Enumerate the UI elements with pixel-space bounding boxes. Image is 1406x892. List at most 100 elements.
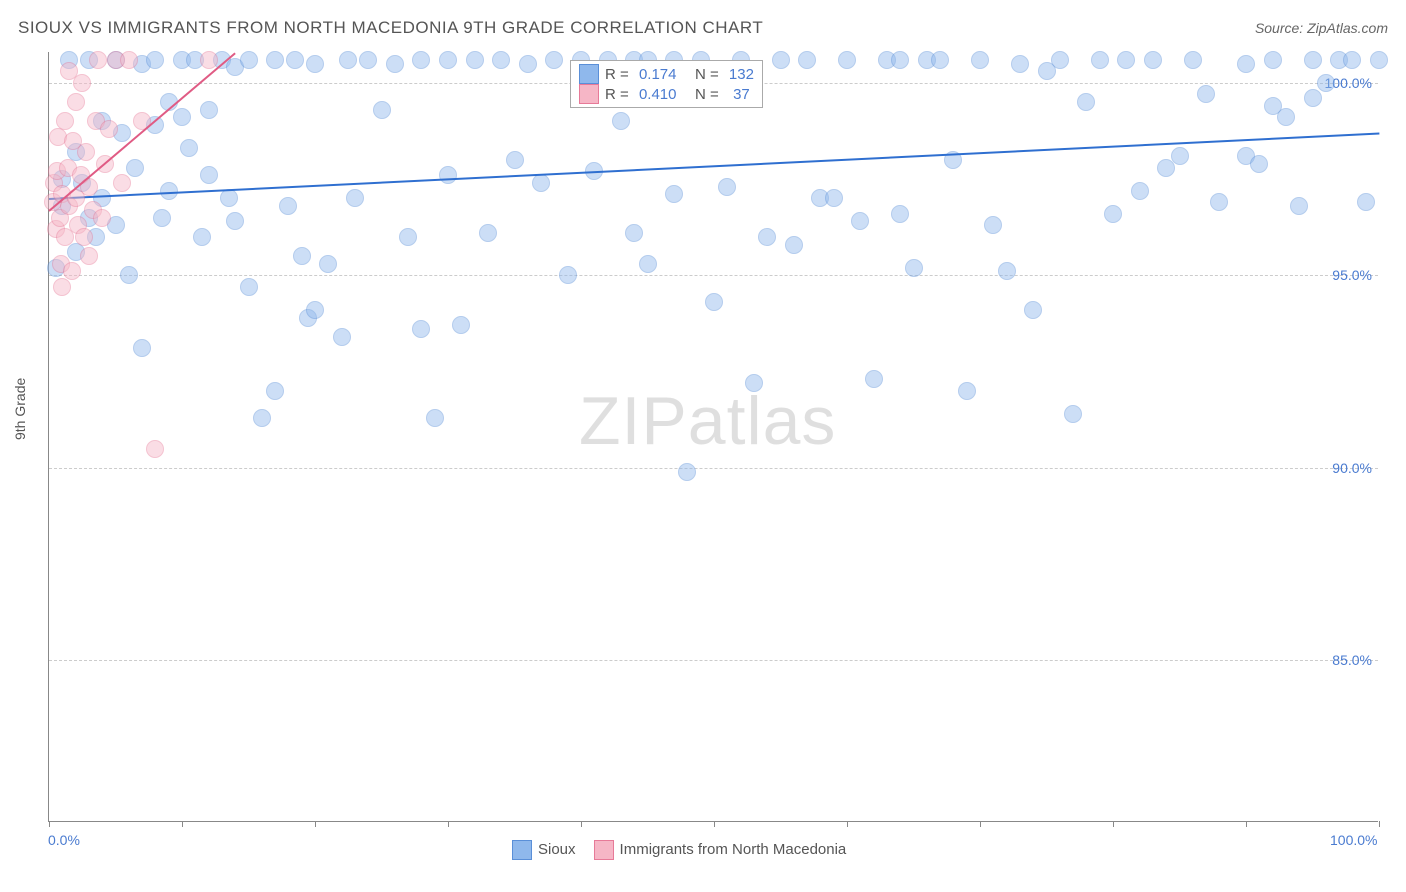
scatter-point <box>891 205 909 223</box>
source-label: Source: <box>1255 20 1307 36</box>
scatter-point <box>1343 51 1361 69</box>
scatter-point <box>1237 55 1255 73</box>
x-tick <box>1246 821 1247 827</box>
scatter-point <box>865 370 883 388</box>
legend-swatch <box>579 84 599 104</box>
scatter-point <box>77 143 95 161</box>
watermark-thin: atlas <box>688 383 837 459</box>
legend-r-label: R = <box>605 86 633 103</box>
scatter-point <box>93 209 111 227</box>
scatter-point <box>286 51 304 69</box>
scatter-point <box>1051 51 1069 69</box>
legend-n-label: N = <box>682 86 722 103</box>
x-tick <box>847 821 848 827</box>
scatter-point <box>146 440 164 458</box>
scatter-point <box>293 247 311 265</box>
legend-r-value: 0.174 <box>639 66 677 83</box>
x-tick <box>581 821 582 827</box>
scatter-point <box>851 212 869 230</box>
plot-area: ZIPatlas 85.0%90.0%95.0%100.0% <box>48 52 1378 822</box>
scatter-point <box>798 51 816 69</box>
scatter-point <box>745 374 763 392</box>
scatter-point <box>532 174 550 192</box>
scatter-point <box>220 189 238 207</box>
scatter-point <box>452 316 470 334</box>
scatter-point <box>665 185 683 203</box>
scatter-point <box>492 51 510 69</box>
scatter-point <box>346 189 364 207</box>
scatter-point <box>63 262 81 280</box>
scatter-point <box>153 209 171 227</box>
title-bar: SIOUX VS IMMIGRANTS FROM NORTH MACEDONIA… <box>18 18 1388 38</box>
x-tick <box>448 821 449 827</box>
legend-swatch <box>579 64 599 84</box>
scatter-point <box>240 278 258 296</box>
scatter-point <box>825 189 843 207</box>
y-tick-label: 85.0% <box>1332 652 1372 668</box>
scatter-point <box>931 51 949 69</box>
scatter-point <box>705 293 723 311</box>
scatter-point <box>1357 193 1375 211</box>
y-axis-label: 9th Grade <box>12 378 28 440</box>
scatter-point <box>678 463 696 481</box>
scatter-point <box>1077 93 1095 111</box>
scatter-point <box>53 278 71 296</box>
scatter-point <box>1144 51 1162 69</box>
scatter-point <box>479 224 497 242</box>
source-name: ZipAtlas.com <box>1307 20 1388 36</box>
scatter-point <box>359 51 377 69</box>
scatter-point <box>971 51 989 69</box>
y-tick-label: 95.0% <box>1332 267 1372 283</box>
scatter-point <box>226 212 244 230</box>
scatter-point <box>758 228 776 246</box>
scatter-point <box>333 328 351 346</box>
scatter-point <box>506 151 524 169</box>
scatter-point <box>373 101 391 119</box>
scatter-point <box>1370 51 1388 69</box>
scatter-point <box>439 166 457 184</box>
chart-title: SIOUX VS IMMIGRANTS FROM NORTH MACEDONIA… <box>18 18 763 38</box>
scatter-point <box>466 51 484 69</box>
scatter-point <box>160 182 178 200</box>
scatter-point <box>625 224 643 242</box>
legend-r-value: 0.410 <box>639 86 677 103</box>
scatter-point <box>958 382 976 400</box>
scatter-point <box>386 55 404 73</box>
scatter-point <box>113 174 131 192</box>
scatter-point <box>89 51 107 69</box>
scatter-point <box>319 255 337 273</box>
scatter-point <box>133 339 151 357</box>
scatter-point <box>1304 89 1322 107</box>
x-tick-label: 0.0% <box>48 832 80 848</box>
scatter-point <box>173 108 191 126</box>
scatter-point <box>266 382 284 400</box>
scatter-point <box>279 197 297 215</box>
scatter-point <box>1184 51 1202 69</box>
scatter-point <box>905 259 923 277</box>
legend-item: Sioux <box>512 840 576 860</box>
scatter-point <box>785 236 803 254</box>
scatter-point <box>612 112 630 130</box>
trend-line <box>49 133 1379 200</box>
scatter-point <box>1024 301 1042 319</box>
scatter-point <box>439 51 457 69</box>
legend-series: Sioux Immigrants from North Macedonia <box>512 840 846 860</box>
scatter-point <box>200 101 218 119</box>
scatter-point <box>75 228 93 246</box>
source-text: Source: ZipAtlas.com <box>1255 20 1388 36</box>
scatter-point <box>838 51 856 69</box>
x-tick <box>315 821 316 827</box>
scatter-point <box>56 112 74 130</box>
watermark: ZIPatlas <box>579 382 836 460</box>
x-tick <box>49 821 50 827</box>
scatter-point <box>67 93 85 111</box>
gridline-h <box>49 468 1378 469</box>
legend-n-value: 132 <box>729 66 754 83</box>
scatter-point <box>412 320 430 338</box>
scatter-point <box>120 266 138 284</box>
scatter-point <box>426 409 444 427</box>
scatter-point <box>559 266 577 284</box>
scatter-point <box>120 51 138 69</box>
legend-label: Sioux <box>538 841 576 858</box>
legend-label: Immigrants from North Macedonia <box>620 841 847 858</box>
